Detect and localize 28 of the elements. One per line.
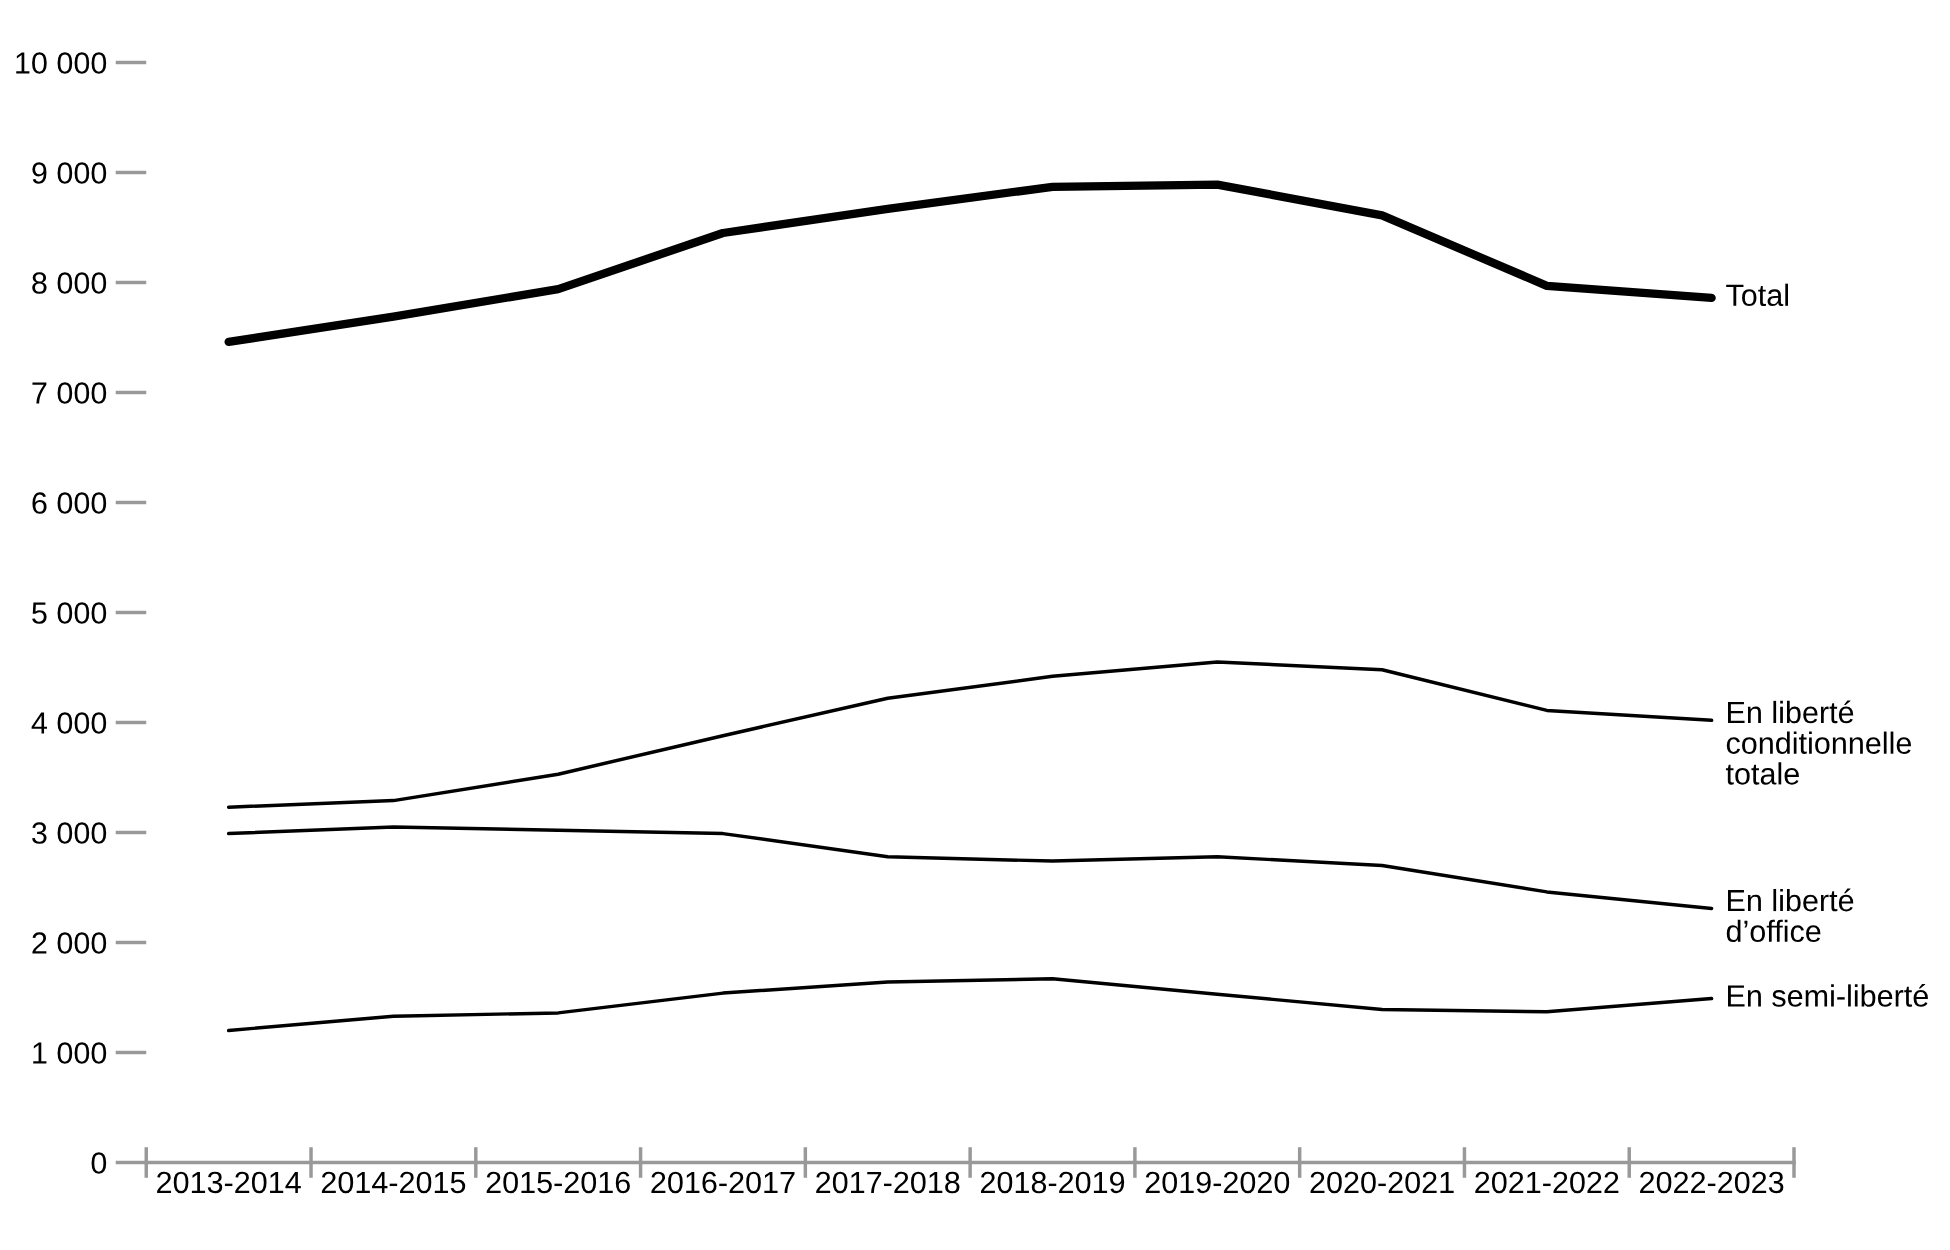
y-tick-label: 9 000 <box>32 162 107 184</box>
line-series <box>226 660 1714 809</box>
y-tick-label: 10 000 <box>16 52 107 74</box>
x-tick-label: 2018-2019 <box>981 1171 1125 1194</box>
y-tick-label: 3 000 <box>32 822 107 844</box>
y-tick-label: 8 000 <box>32 272 107 294</box>
x-tick-label: 2016-2017 <box>651 1171 795 1194</box>
y-tick-label: 6 000 <box>32 492 107 514</box>
line-series <box>226 825 1714 911</box>
series-label: En semi-liberté <box>1728 984 1928 1007</box>
x-tick-label: 2013-2014 <box>157 1171 301 1194</box>
x-tick-label: 2017-2018 <box>816 1171 960 1194</box>
x-tick-label: 2022-2023 <box>1640 1171 1784 1194</box>
y-tick-label: 1 000 <box>33 1042 107 1064</box>
x-tick-label: 2015-2016 <box>486 1171 630 1194</box>
y-tick-label: 7 000 <box>32 382 107 404</box>
x-tick-label: 2019-2020 <box>1145 1171 1290 1194</box>
line-series <box>226 977 1714 1033</box>
series-label: Total <box>1726 283 1788 307</box>
y-tick-label: 4 000 <box>31 712 107 734</box>
x-tick-label: 2021-2022 <box>1475 1171 1619 1194</box>
x-tick-label: 2014-2015 <box>321 1171 466 1194</box>
series-label: En liberté d’office <box>1726 888 1854 943</box>
y-tick-label: 0 <box>91 1152 107 1174</box>
series-label: En liberté conditionnelle totale <box>1725 700 1912 785</box>
y-tick-label: 5 000 <box>32 602 107 624</box>
y-tick-label: 2 000 <box>32 932 107 954</box>
x-tick-label: 2020-2021 <box>1310 1171 1454 1194</box>
